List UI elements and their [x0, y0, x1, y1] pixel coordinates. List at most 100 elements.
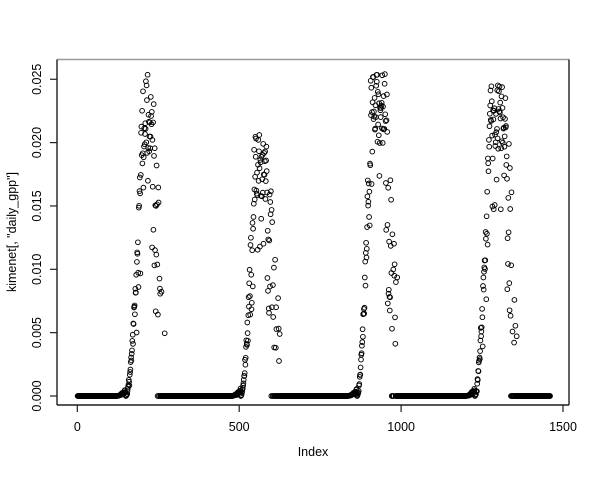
data-point [503, 153, 510, 160]
x-axis-tick-label: 1000 [387, 420, 415, 434]
data-point [375, 91, 382, 98]
data-point [265, 236, 272, 243]
data-point [270, 282, 276, 288]
data-point [248, 306, 255, 313]
data-point [375, 121, 381, 128]
data-point [485, 168, 492, 175]
data-point [484, 241, 491, 248]
data-point [146, 119, 153, 126]
data-point [384, 129, 391, 135]
data-point [240, 380, 247, 387]
data-point [269, 304, 275, 311]
data-point [393, 279, 399, 285]
data-point [503, 162, 510, 168]
data-point [259, 193, 265, 200]
data-point [390, 266, 397, 273]
data-point [126, 382, 133, 389]
data-point [257, 243, 263, 250]
data-point [511, 297, 518, 303]
data-point [264, 275, 271, 281]
data-point [256, 165, 263, 172]
data-point [240, 377, 247, 383]
data-point [387, 294, 393, 301]
data-point [486, 123, 493, 130]
data-point [494, 126, 500, 132]
data-point [364, 177, 371, 184]
data-point [140, 184, 147, 191]
data-point [242, 361, 249, 368]
data-point [486, 137, 492, 143]
data-point [359, 339, 366, 345]
x-axis-title: Index [298, 445, 329, 459]
data-point [148, 109, 155, 115]
data-point [153, 162, 160, 169]
data-point [364, 193, 371, 200]
data-point [373, 82, 380, 89]
data-point [273, 304, 279, 311]
data-point [126, 371, 133, 378]
data-point [262, 196, 269, 202]
data-point [149, 183, 156, 190]
data-point [484, 188, 491, 195]
data-point [144, 97, 150, 103]
data-point [258, 215, 265, 222]
data-point [271, 264, 277, 271]
data-point [367, 162, 374, 169]
y-axis-tick-label: 0.010 [30, 254, 44, 285]
data-point [358, 356, 364, 363]
data-point [267, 199, 274, 205]
data-point [143, 82, 150, 89]
y-axis-tick-label: 0.025 [30, 64, 44, 95]
y-axis-tick-label: 0.005 [30, 317, 44, 348]
data-point [482, 257, 489, 264]
data-point [248, 299, 255, 306]
data-point [379, 140, 386, 146]
data-point [244, 330, 251, 336]
data-point [269, 219, 276, 225]
data-point [478, 324, 485, 331]
data-point [151, 145, 158, 152]
data-point [391, 272, 398, 279]
data-point [492, 143, 499, 149]
data-point [382, 71, 388, 77]
data-point [371, 95, 378, 101]
data-point [248, 271, 255, 278]
data-point [142, 125, 149, 132]
data-point [145, 177, 151, 184]
data-point [384, 300, 391, 307]
data-point [378, 99, 385, 106]
data-point [392, 314, 398, 321]
data-point [245, 294, 252, 301]
data-point [365, 202, 371, 209]
data-point [475, 368, 482, 375]
data-point [363, 254, 370, 261]
data-point [276, 358, 282, 364]
data-point [356, 381, 363, 387]
data-point [129, 338, 136, 344]
data-point [273, 326, 280, 332]
data-point [275, 295, 281, 301]
data-point [144, 71, 151, 78]
data-point [143, 139, 150, 146]
data-point [145, 145, 152, 151]
data-point [136, 174, 143, 181]
data-point [488, 83, 495, 90]
data-point [154, 261, 161, 268]
data-point [152, 247, 158, 253]
data-point [382, 111, 389, 118]
data-point [136, 188, 143, 194]
data-point [128, 357, 135, 364]
data-point [495, 106, 502, 112]
data-point [247, 242, 254, 248]
data-point [365, 180, 372, 187]
data-point [362, 282, 369, 289]
data-point [140, 154, 147, 161]
data-point [505, 261, 511, 267]
data-point [366, 222, 373, 229]
data-point [251, 196, 258, 203]
data-point [513, 333, 520, 340]
data-point [124, 391, 131, 397]
data-point [504, 235, 511, 242]
data-point [133, 289, 139, 296]
